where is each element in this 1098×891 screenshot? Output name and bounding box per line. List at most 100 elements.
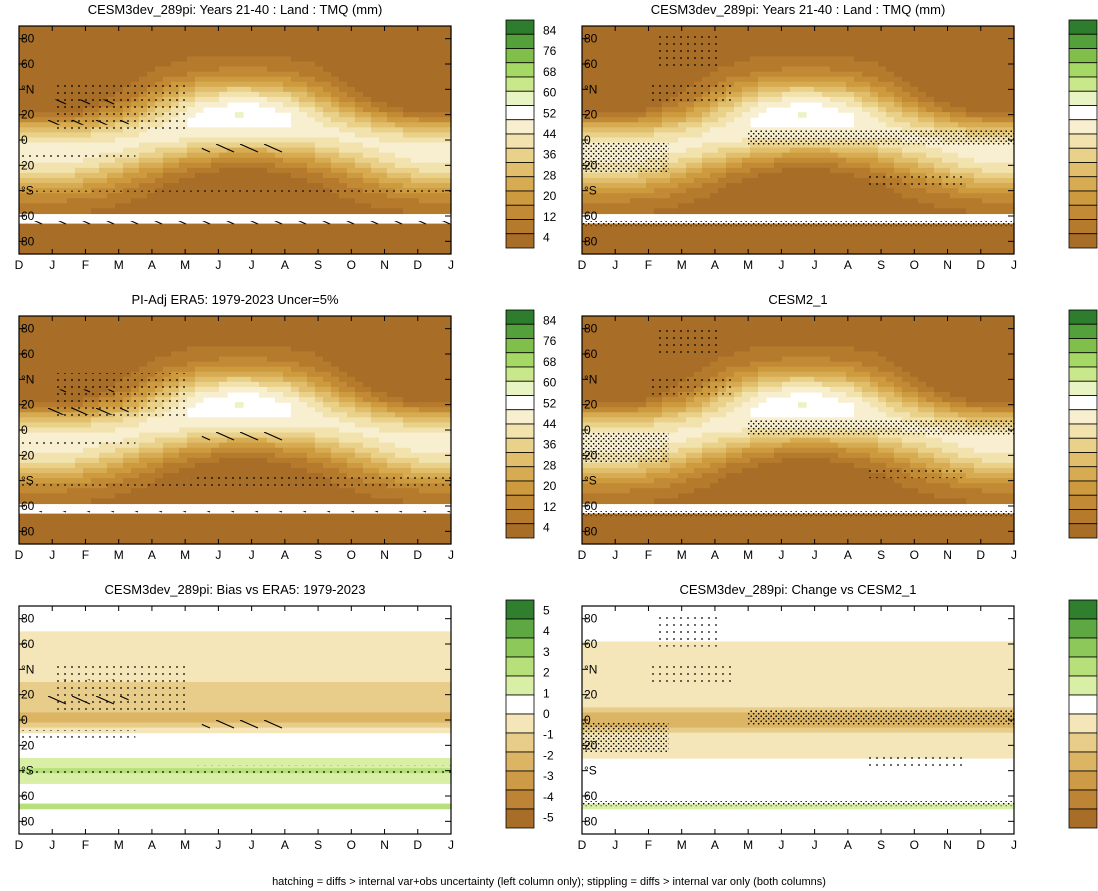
y-tick-label: 80 bbox=[21, 524, 35, 538]
colorbar-swatch bbox=[1068, 437, 1098, 453]
colorbar-label: 44 bbox=[543, 417, 557, 431]
x-tick-label: S bbox=[314, 838, 322, 852]
panel-3: PI-Adj ERA5: 1979-2023 Uncer=5% D J F M A M J J A… bbox=[15, 292, 557, 562]
x-tick-label: J bbox=[612, 548, 618, 562]
colorbar-label: 68 bbox=[543, 65, 557, 79]
colorbar-label: -3 bbox=[543, 769, 554, 783]
colorbar-swatch bbox=[1068, 770, 1098, 791]
x-tick-label: D bbox=[976, 258, 985, 272]
x-tick-label: D bbox=[15, 258, 24, 272]
x-tick-label: A bbox=[281, 548, 289, 562]
colorbar-swatch bbox=[505, 395, 535, 411]
colorbar-swatch bbox=[1068, 33, 1098, 49]
colorbar-swatch bbox=[1068, 233, 1098, 249]
colorbar-swatch bbox=[1068, 675, 1098, 696]
x-tick-label: D bbox=[976, 838, 985, 852]
x-tick-label: J bbox=[215, 838, 221, 852]
colorbar-swatch bbox=[1068, 523, 1098, 539]
x-tick-label: A bbox=[711, 258, 719, 272]
colorbar-swatch bbox=[505, 323, 535, 339]
y-tick-label: 60 bbox=[21, 347, 35, 361]
colorbar-swatch bbox=[1068, 366, 1098, 382]
x-tick-label: J bbox=[215, 548, 221, 562]
y-tick-label: 0 bbox=[21, 713, 28, 727]
colorbar-label: 76 bbox=[543, 44, 557, 58]
x-tick-label: N bbox=[380, 548, 389, 562]
x-tick-label: M bbox=[743, 838, 753, 852]
colorbar-swatch bbox=[505, 204, 535, 220]
y-tick-label: °S bbox=[21, 474, 34, 488]
colorbar-label: 28 bbox=[543, 458, 557, 472]
colorbar-swatch bbox=[505, 770, 535, 791]
significance-overlay bbox=[19, 83, 452, 232]
y-tick-label: 60 bbox=[584, 347, 598, 361]
colorbar-swatch bbox=[1068, 105, 1098, 121]
x-tick-label: M bbox=[114, 258, 124, 272]
x-tick-label: S bbox=[314, 548, 322, 562]
colorbar-swatch bbox=[1068, 380, 1098, 396]
y-tick-label: 20 bbox=[584, 398, 598, 412]
y-tick-label: °S bbox=[584, 184, 597, 198]
x-tick-label: O bbox=[910, 258, 919, 272]
colorbar-swatch bbox=[505, 713, 535, 734]
significance-overlay bbox=[582, 36, 1014, 227]
colorbar-swatch bbox=[505, 694, 535, 715]
colorbar-swatch bbox=[505, 808, 535, 829]
x-tick-label: J bbox=[612, 838, 618, 852]
colorbar-swatch bbox=[1068, 452, 1098, 468]
colorbar-swatch bbox=[1068, 694, 1098, 715]
significance-overlay bbox=[582, 326, 1014, 517]
colorbar-swatch bbox=[505, 119, 535, 135]
x-tick-label: F bbox=[82, 258, 89, 272]
x-tick-label: A bbox=[148, 838, 156, 852]
colorbar-swatch bbox=[505, 466, 535, 482]
y-tick-label: 60 bbox=[21, 57, 35, 71]
colorbar-label: 12 bbox=[543, 500, 557, 514]
colorbar-swatch bbox=[1068, 466, 1098, 482]
y-tick-label: 20 bbox=[21, 398, 35, 412]
colorbar-label: -2 bbox=[543, 748, 554, 762]
y-tick-label: 20 bbox=[21, 688, 35, 702]
x-tick-label: N bbox=[943, 258, 952, 272]
colorbar-label: 20 bbox=[543, 479, 557, 493]
y-tick-label: 20 bbox=[584, 108, 598, 122]
colorbar-swatch bbox=[505, 380, 535, 396]
colorbar-swatch bbox=[505, 494, 535, 510]
colorbar-swatch bbox=[1068, 494, 1098, 510]
y-tick-label: 60 bbox=[21, 209, 35, 223]
x-tick-label: M bbox=[180, 838, 190, 852]
x-tick-label: J bbox=[812, 258, 818, 272]
colorbar-label: 12 bbox=[543, 210, 557, 224]
colorbar-swatch bbox=[1068, 480, 1098, 496]
x-tick-label: S bbox=[877, 838, 885, 852]
colorbar-label: 0 bbox=[543, 707, 550, 721]
colorbar-swatch bbox=[1068, 352, 1098, 368]
y-tick-label: °N bbox=[584, 82, 597, 96]
x-tick-label: D bbox=[413, 548, 422, 562]
x-tick-label: D bbox=[976, 548, 985, 562]
x-tick-label: S bbox=[877, 548, 885, 562]
y-tick-label: °S bbox=[584, 764, 597, 778]
x-tick-label: J bbox=[778, 548, 784, 562]
x-tick-label: M bbox=[743, 548, 753, 562]
colorbar-swatch bbox=[505, 675, 535, 696]
colorbar-swatch bbox=[505, 637, 535, 658]
colorbar-swatch bbox=[1068, 133, 1098, 149]
colorbar-label: 76 bbox=[543, 334, 557, 348]
x-tick-label: N bbox=[380, 258, 389, 272]
x-tick-label: M bbox=[114, 548, 124, 562]
colorbar-swatch bbox=[1068, 732, 1098, 753]
colorbar-swatch bbox=[505, 162, 535, 178]
x-tick-label: F bbox=[645, 258, 652, 272]
colorbar-swatch bbox=[505, 352, 535, 368]
colorbar-swatch bbox=[1068, 323, 1098, 339]
y-tick-label: 20 bbox=[584, 738, 598, 752]
colorbar: 84 76 68 60 52 44 36 28 20 12 4 bbox=[505, 19, 557, 249]
colorbar-label: -1 bbox=[543, 728, 554, 742]
colorbar-label: -4 bbox=[543, 790, 554, 804]
colorbar-swatch bbox=[505, 19, 535, 35]
colorbar-swatch bbox=[505, 437, 535, 453]
x-tick-label: M bbox=[180, 258, 190, 272]
